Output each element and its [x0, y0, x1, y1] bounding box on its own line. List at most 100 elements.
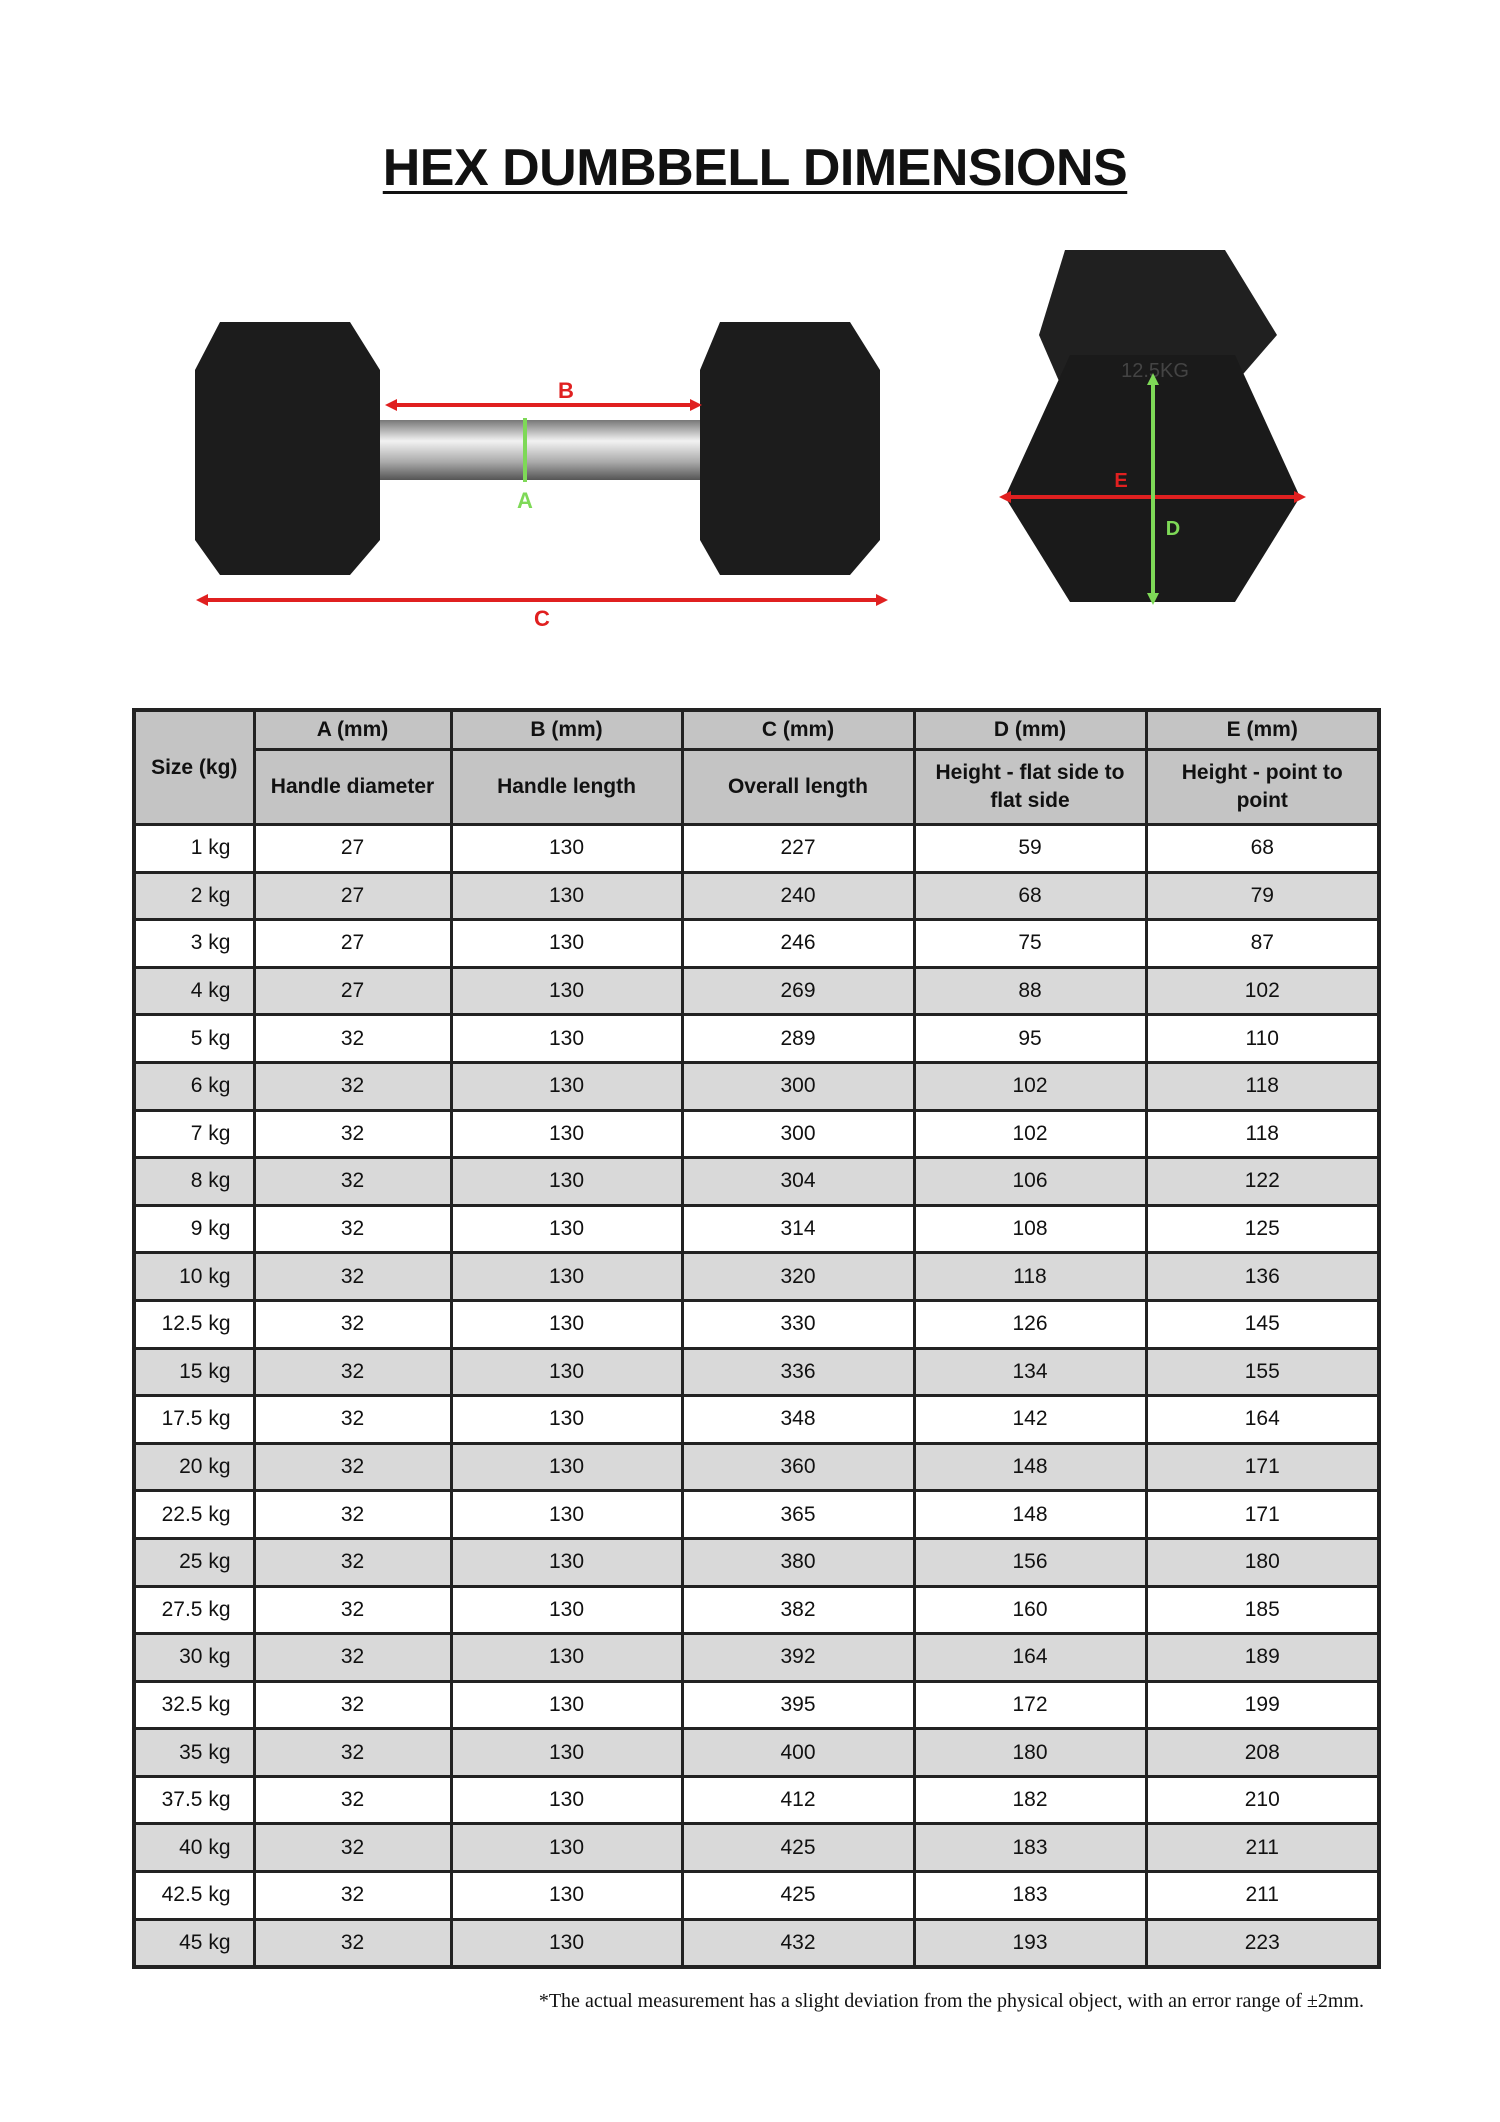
cell-height-point: 155: [1144, 1346, 1381, 1398]
cell-overall-length: 300: [680, 1060, 916, 1112]
cell-handle-length: 130: [449, 1822, 684, 1874]
cell-size: 20 kg: [132, 1441, 256, 1493]
footnote: *The actual measurement has a slight dev…: [538, 1990, 1364, 2012]
cell-height-point: 102: [1144, 965, 1381, 1017]
cell-handle-diameter: 32: [252, 1679, 453, 1731]
size-header: Size (kg): [132, 708, 256, 826]
cell-overall-length: 395: [680, 1679, 916, 1731]
cell-overall-length: 400: [680, 1727, 916, 1778]
cell-overall-length: 289: [680, 1013, 916, 1064]
table-row: 22.5 kg 32 130 365 148 171: [132, 1489, 1381, 1540]
table-row: 4 kg 27 130 269 88 102: [132, 965, 1381, 1017]
cell-size: 15 kg: [132, 1346, 256, 1398]
cell-height-point: 223: [1144, 1917, 1381, 1969]
cell-size: 42.5 kg: [132, 1870, 256, 1921]
label-d: D: [1166, 518, 1180, 540]
cell-handle-diameter: 32: [252, 1298, 453, 1350]
cell-height-flat: 68: [912, 870, 1148, 922]
cell-handle-length: 130: [449, 1774, 684, 1826]
right-weight-head: [700, 322, 880, 575]
cell-height-point: 211: [1144, 1822, 1381, 1874]
cell-handle-diameter: 32: [252, 1584, 453, 1636]
cell-handle-length: 130: [449, 1632, 684, 1683]
cell-size: 5 kg: [132, 1013, 256, 1064]
table-row: 35 kg 32 130 400 180 208: [132, 1727, 1381, 1778]
cell-handle-diameter: 32: [252, 1536, 453, 1588]
embossed-weight: 12.5KG: [1121, 360, 1189, 382]
cell-handle-length: 130: [449, 1394, 684, 1445]
cell-handle-diameter: 27: [252, 918, 453, 969]
table-row: 45 kg 32 130 432 193 223: [132, 1917, 1381, 1969]
cell-size: 27.5 kg: [132, 1584, 256, 1636]
cell-size: 1 kg: [132, 823, 256, 874]
cell-overall-length: 360: [680, 1441, 916, 1493]
cell-height-point: 211: [1144, 1870, 1381, 1921]
cell-handle-length: 130: [449, 823, 684, 874]
cell-height-point: 171: [1144, 1441, 1381, 1493]
label-c: C: [534, 606, 550, 631]
cell-overall-length: 320: [680, 1251, 916, 1302]
cell-handle-diameter: 32: [252, 1394, 453, 1445]
table-row: 25 kg 32 130 380 156 180: [132, 1536, 1381, 1588]
cell-height-flat: 148: [912, 1441, 1148, 1493]
column-desc-a: Handle diameter: [252, 748, 453, 826]
cell-height-point: 210: [1144, 1774, 1381, 1826]
cell-handle-length: 130: [449, 1489, 684, 1540]
cell-height-point: 180: [1144, 1536, 1381, 1588]
table-row: 5 kg 32 130 289 95 110: [132, 1013, 1381, 1064]
cell-handle-diameter: 32: [252, 1060, 453, 1112]
cell-height-flat: 156: [912, 1536, 1148, 1588]
cell-size: 40 kg: [132, 1822, 256, 1874]
table-row: 15 kg 32 130 336 134 155: [132, 1346, 1381, 1398]
cell-overall-length: 336: [680, 1346, 916, 1398]
cell-height-flat: 108: [912, 1203, 1148, 1255]
cell-height-point: 199: [1144, 1679, 1381, 1731]
cell-height-flat: 142: [912, 1394, 1148, 1445]
cell-handle-length: 130: [449, 1870, 684, 1921]
cell-size: 7 kg: [132, 1108, 256, 1160]
column-desc-b: Handle length: [449, 748, 684, 826]
cell-height-flat: 164: [912, 1632, 1148, 1683]
column-code-b: B (mm): [449, 708, 684, 751]
cell-handle-diameter: 27: [252, 965, 453, 1017]
table-row: 20 kg 32 130 360 148 171: [132, 1441, 1381, 1493]
cell-handle-length: 130: [449, 1251, 684, 1302]
cell-handle-diameter: 32: [252, 1774, 453, 1826]
cell-overall-length: 227: [680, 823, 916, 874]
table-row: 2 kg 27 130 240 68 79: [132, 870, 1381, 922]
cell-height-flat: 193: [912, 1917, 1148, 1969]
cell-height-flat: 183: [912, 1822, 1148, 1874]
cell-height-flat: 182: [912, 1774, 1148, 1826]
cell-handle-diameter: 32: [252, 1917, 453, 1969]
cell-handle-diameter: 32: [252, 1441, 453, 1493]
cell-handle-diameter: 32: [252, 1822, 453, 1874]
table-row: 8 kg 32 130 304 106 122: [132, 1156, 1381, 1207]
cell-height-point: 125: [1144, 1203, 1381, 1255]
table-row: 6 kg 32 130 300 102 118: [132, 1060, 1381, 1112]
table-row: 27.5 kg 32 130 382 160 185: [132, 1584, 1381, 1636]
cell-overall-length: 425: [680, 1870, 916, 1921]
cell-height-flat: 102: [912, 1108, 1148, 1160]
table-row: 1 kg 27 130 227 59 68: [132, 823, 1381, 874]
cell-height-flat: 134: [912, 1346, 1148, 1398]
cell-handle-length: 130: [449, 1156, 684, 1207]
cell-handle-diameter: 32: [252, 1203, 453, 1255]
cell-height-point: 136: [1144, 1251, 1381, 1302]
cell-height-point: 208: [1144, 1727, 1381, 1778]
table-row: 10 kg 32 130 320 118 136: [132, 1251, 1381, 1302]
cell-height-flat: 183: [912, 1870, 1148, 1921]
cell-handle-length: 130: [449, 1203, 684, 1255]
cell-overall-length: 380: [680, 1536, 916, 1588]
cell-height-point: 122: [1144, 1156, 1381, 1207]
cell-size: 3 kg: [132, 918, 256, 969]
table-row: 12.5 kg 32 130 330 126 145: [132, 1298, 1381, 1350]
cell-size: 37.5 kg: [132, 1774, 256, 1826]
column-desc-c: Overall length: [680, 748, 916, 826]
cell-handle-diameter: 32: [252, 1632, 453, 1683]
cell-overall-length: 240: [680, 870, 916, 922]
column-desc-e: Height - point to point: [1144, 748, 1381, 826]
cell-height-point: 145: [1144, 1298, 1381, 1350]
cell-handle-length: 130: [449, 965, 684, 1017]
cell-height-flat: 75: [912, 918, 1148, 969]
cell-height-point: 110: [1144, 1013, 1381, 1064]
